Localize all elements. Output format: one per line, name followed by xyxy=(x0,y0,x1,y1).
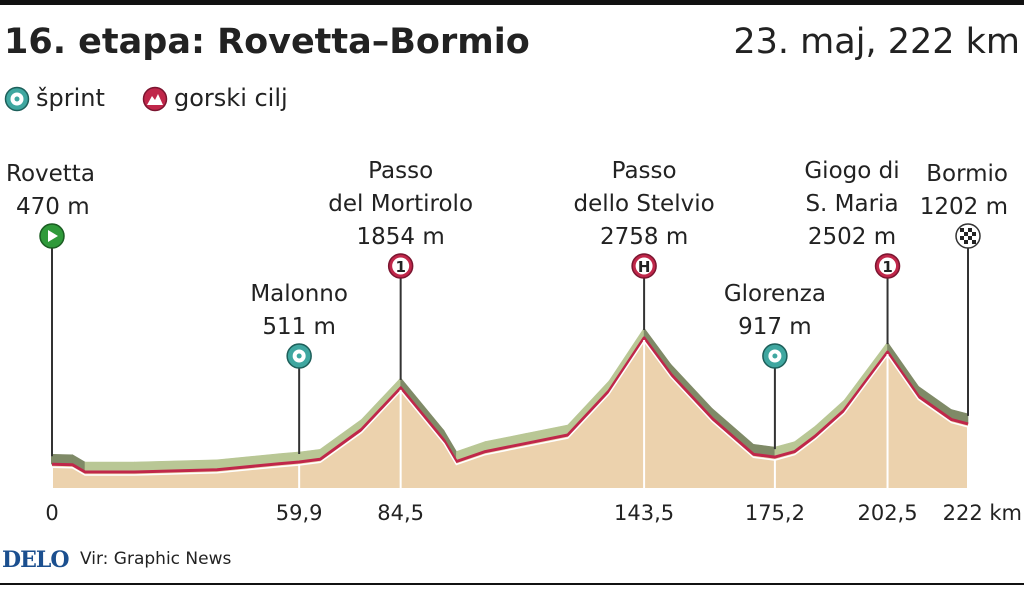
finish-icon-check xyxy=(968,236,972,240)
finish-icon-check xyxy=(972,232,976,236)
sprint-marker-icon xyxy=(286,343,312,369)
finish-icon-check xyxy=(972,240,976,244)
mountain-icon xyxy=(142,86,168,112)
sprint-icon-dot xyxy=(772,353,778,359)
mountain-category-label: 1 xyxy=(395,258,405,276)
road-line-highlight xyxy=(51,339,969,476)
source-credit: Vir: Graphic News xyxy=(80,549,232,569)
mountain-category-label: H xyxy=(638,258,651,276)
stage-date-distance: 23. maj, 222 km xyxy=(733,22,1020,62)
x-tick-label: 202,5 xyxy=(857,501,917,525)
finish-icon-check xyxy=(964,240,968,244)
mountain-marker-icon: H xyxy=(631,253,657,279)
x-tick-label: 0 xyxy=(45,501,58,525)
sprint-icon-dot xyxy=(296,353,302,359)
x-tick-label: 143,5 xyxy=(614,501,674,525)
legend-mountain: gorski cilj xyxy=(142,84,288,112)
mountain-category-label: 1 xyxy=(882,258,892,276)
waypoint-altitude: 2502 m xyxy=(808,224,896,250)
waypoint-altitude: 511 m xyxy=(262,314,336,340)
legend-sprint: šprint xyxy=(4,84,105,112)
road-line xyxy=(51,336,969,474)
waypoint-name: dello Stelvio xyxy=(574,191,715,217)
legend-mountain-label: gorski cilj xyxy=(174,84,288,112)
waypoint-altitude: 917 m xyxy=(738,314,812,340)
waypoint-name: del Mortirolo xyxy=(328,191,473,217)
waypoint-name: S. Maria xyxy=(805,191,898,217)
waypoint-name: Passo xyxy=(368,158,433,184)
sprint-marker-icon xyxy=(762,343,788,369)
finish-icon-check xyxy=(960,228,964,232)
waypoint-altitude: 1854 m xyxy=(357,224,445,250)
mountain-marker-icon: 1 xyxy=(874,253,901,279)
start-marker-icon xyxy=(39,223,65,249)
waypoint-name: Malonno xyxy=(250,281,348,307)
top-rule xyxy=(0,0,1024,5)
start-icon-arrow xyxy=(48,230,58,242)
legend-sprint-label: šprint xyxy=(36,84,105,112)
waypoint-name: Bormio xyxy=(926,161,1008,187)
waypoint-altitude: 1202 m xyxy=(920,194,1008,220)
mountain-marker-icon: 1 xyxy=(387,253,414,279)
waypoint-altitude: 2758 m xyxy=(600,224,688,250)
page-title: 16. etapa: Rovetta–Bormio xyxy=(4,22,530,62)
waypoint-altitude: 470 m xyxy=(16,194,90,220)
x-tick-label: 222 km xyxy=(943,501,1022,525)
delo-logo: DELO xyxy=(2,547,69,573)
waypoint-name: Passo xyxy=(612,158,677,184)
waypoint-name: Giogo di xyxy=(804,158,899,184)
sprint-icon xyxy=(4,86,30,112)
finish-icon-check xyxy=(960,236,964,240)
waypoint-name: Glorenza xyxy=(724,281,826,307)
terrain-area xyxy=(52,338,968,488)
finish-marker-icon xyxy=(955,223,981,249)
finish-icon-check xyxy=(964,232,968,236)
mountain-icon-inner xyxy=(635,257,653,275)
finish-icon-check xyxy=(968,228,972,232)
x-tick-label: 175,2 xyxy=(745,501,805,525)
bottom-rule xyxy=(0,583,1024,585)
x-tick-label: 59,9 xyxy=(276,501,323,525)
mountain-icon-inner xyxy=(879,257,897,275)
waypoint-name: Rovetta xyxy=(6,161,95,187)
x-tick-label: 84,5 xyxy=(377,501,424,525)
mountain-icon-inner xyxy=(392,257,410,275)
